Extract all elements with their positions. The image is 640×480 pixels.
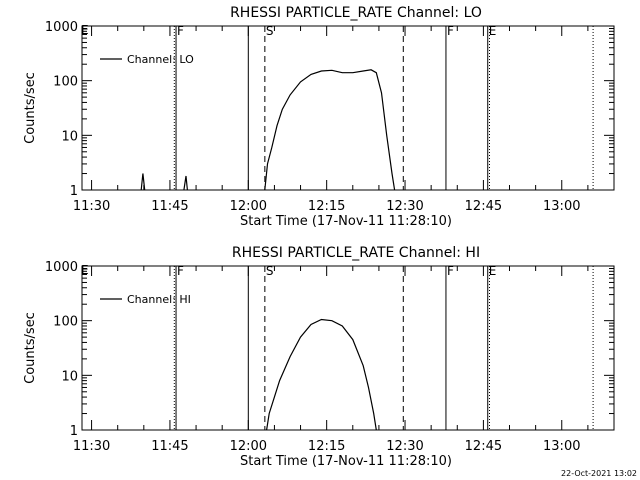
marker-label: E [489,264,497,278]
y-tick-label: 1000 [45,20,78,35]
x-axis-label: Start Time (17-Nov-11 11:28:10) [240,214,452,229]
edge-marker-label: E [81,23,89,37]
marker-label: F [447,24,454,38]
marker-label: F [447,264,454,278]
x-tick-label: 12:00 [230,199,267,214]
series-line [140,173,146,191]
y-tick-label: 100 [53,75,78,90]
marker-label: S [266,24,274,38]
x-tick-label: 13:00 [543,199,580,214]
legend-label: Channel: HI [127,293,191,306]
x-tick-label: 12:30 [386,199,423,214]
x-tick-label: 12:45 [465,199,502,214]
x-tick-label: 11:30 [73,199,110,214]
x-tick-label: 12:00 [230,439,267,454]
x-tick-label: 13:00 [543,439,580,454]
x-tick-label: 12:15 [308,439,345,454]
y-tick-label: 10 [61,369,78,384]
y-axis-label: Counts/sec [23,312,38,384]
chart-title: RHESSI PARTICLE_RATE Channel: LO [230,5,482,21]
footer-timestamp: 22-Oct-2021 13:02 [561,469,637,478]
y-tick-label: 1 [70,424,78,439]
marker-label: F [177,264,184,278]
y-tick-label: 1000 [45,260,78,275]
marker-label: E [489,24,497,38]
y-axis-label: Counts/sec [23,72,38,144]
series-line [183,175,188,191]
x-axis-label: Start Time (17-Nov-11 11:28:10) [240,454,452,469]
y-tick-label: 1 [70,184,78,199]
edge-marker-label: E [81,263,89,277]
x-tick-label: 11:45 [151,199,188,214]
y-tick-label: 10 [61,129,78,144]
marker-label: S [266,264,274,278]
x-tick-label: 12:30 [386,439,423,454]
x-tick-label: 11:45 [151,439,188,454]
marker-label: F [177,24,184,38]
x-tick-label: 11:30 [73,439,110,454]
chart-title: RHESSI PARTICLE_RATE Channel: HI [232,245,480,261]
plot-frame [81,265,615,431]
x-tick-label: 12:15 [308,199,345,214]
x-tick-label: 12:45 [465,439,502,454]
plot-frame [81,25,615,191]
legend-label: Channel: LO [127,53,194,66]
y-tick-label: 100 [53,315,78,330]
series-line [266,318,377,431]
series-line [264,69,396,191]
